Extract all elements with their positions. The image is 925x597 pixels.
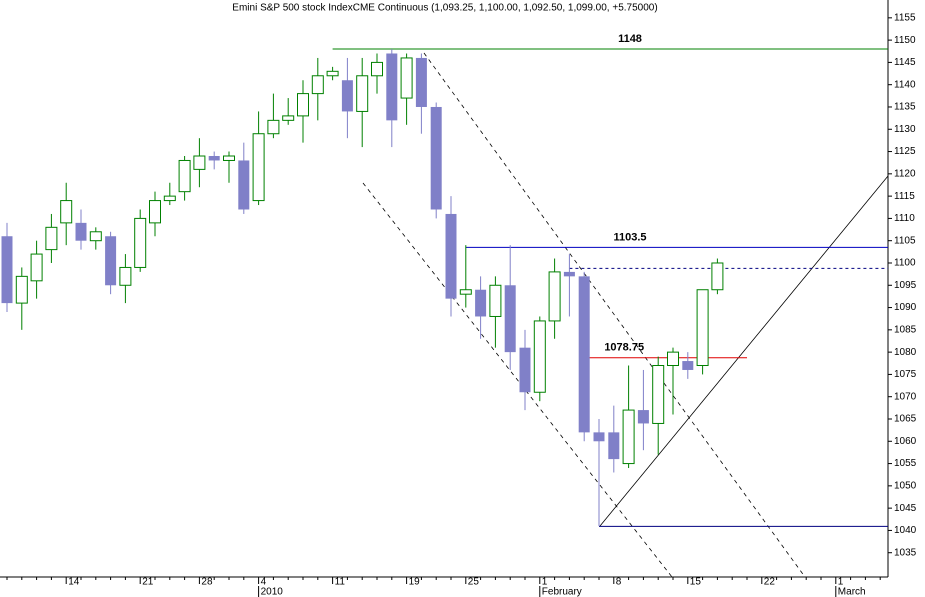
- y-tick-label: 1080: [894, 347, 917, 358]
- candle-body: [238, 160, 250, 210]
- candle-body: [459, 289, 472, 295]
- candle-body: [193, 155, 206, 170]
- x-tick-label: 19: [409, 577, 421, 588]
- x-tick-label: 1: [542, 577, 548, 588]
- candle-body: [593, 432, 605, 442]
- candle-body: [208, 156, 220, 161]
- x-tick-label: 14: [68, 577, 80, 588]
- candle-body: [60, 200, 73, 224]
- candle-body: [341, 80, 353, 112]
- candle-body: [178, 159, 191, 193]
- candle-body: [75, 222, 87, 241]
- candle-body: [622, 409, 635, 465]
- y-tick-label: 1060: [894, 436, 917, 447]
- x-tick-label: 25: [468, 577, 480, 588]
- chart-title: Emini S&P 500 stock IndexCME Continuous …: [232, 3, 657, 14]
- period-label: March: [838, 587, 866, 597]
- y-tick-label: 1150: [894, 35, 916, 46]
- candle-body: [1, 236, 13, 304]
- candle-body: [105, 236, 117, 286]
- y-tick-label: 1055: [894, 458, 917, 469]
- candle-body: [504, 285, 516, 353]
- candle-body: [533, 320, 546, 393]
- x-tick-label: 21: [142, 577, 154, 588]
- candle-body: [45, 226, 58, 251]
- y-tick-label: 1075: [894, 369, 917, 380]
- support-line: [599, 175, 889, 527]
- y-tick-label: 1085: [894, 324, 917, 335]
- y-tick-label: 1140: [894, 79, 916, 90]
- x-tick-label: 28: [201, 577, 213, 588]
- period-label: 2010: [261, 587, 284, 597]
- candle-body: [400, 57, 413, 99]
- x-tick-label: 15: [690, 577, 702, 588]
- y-tick-label: 1095: [894, 280, 917, 291]
- period-label: February: [542, 587, 582, 597]
- candle-body: [119, 266, 132, 286]
- candle-body: [163, 195, 176, 202]
- candle-body: [415, 57, 427, 107]
- candle-body: [267, 119, 280, 135]
- candle-body: [430, 106, 442, 210]
- candle-body: [578, 276, 590, 433]
- x-tick-label: 11: [335, 577, 346, 588]
- candle-body: [445, 213, 457, 299]
- y-tick-label: 1105: [894, 235, 916, 246]
- x-tick-label: 4: [261, 577, 267, 588]
- candle-body: [30, 253, 43, 282]
- candle-body: [252, 133, 265, 202]
- level-label: 1103.5: [613, 231, 646, 243]
- level-label: 1148: [618, 33, 642, 45]
- candle-body: [356, 75, 369, 112]
- candle-body: [696, 289, 709, 367]
- x-tick-label: 8: [616, 577, 622, 588]
- channel-lower: [362, 182, 673, 578]
- candle-body: [608, 432, 620, 460]
- candle-body: [519, 347, 531, 393]
- y-tick-label: 1065: [894, 414, 917, 425]
- y-tick-label: 1100: [894, 258, 916, 269]
- level-label: 1078.75: [604, 342, 644, 354]
- candle-body: [297, 93, 309, 117]
- candle-body: [326, 70, 339, 77]
- x-tick-label: 1: [838, 577, 844, 588]
- y-tick-label: 1130: [894, 124, 916, 135]
- y-tick-label: 1070: [894, 391, 917, 402]
- y-tick-label: 1120: [894, 168, 916, 179]
- x-tick-label: 22: [764, 577, 776, 588]
- y-tick-label: 1115: [894, 191, 915, 202]
- candle-body: [223, 155, 235, 161]
- y-tick-label: 1050: [894, 480, 917, 491]
- candle-body: [134, 217, 147, 268]
- candle-body: [682, 361, 694, 370]
- y-tick-label: 1145: [894, 57, 916, 68]
- y-tick-label: 1155: [894, 12, 916, 23]
- candle-body: [282, 115, 295, 121]
- candle-body: [711, 262, 724, 291]
- candle-body: [371, 61, 383, 77]
- candle-body: [563, 271, 575, 277]
- candle-body: [386, 53, 398, 121]
- y-tick-label: 1125: [894, 146, 916, 157]
- candle-body: [149, 200, 161, 224]
- y-tick-label: 1135: [894, 102, 916, 113]
- y-tick-label: 1035: [894, 547, 917, 558]
- candle-body: [15, 275, 28, 304]
- y-tick-label: 1090: [894, 302, 917, 313]
- y-tick-label: 1045: [894, 503, 917, 514]
- trendlines: [362, 52, 889, 578]
- candle-body: [548, 271, 561, 322]
- y-tick-label: 1040: [894, 525, 917, 536]
- candle-body: [475, 289, 487, 317]
- candle-body: [89, 231, 102, 242]
- candle-body: [489, 284, 502, 317]
- channel-upper: [423, 52, 806, 578]
- candle-body: [637, 410, 649, 424]
- y-tick-label: 1110: [894, 213, 915, 224]
- candle-body: [652, 365, 665, 424]
- candle-body: [667, 351, 679, 367]
- candle-body: [311, 75, 324, 95]
